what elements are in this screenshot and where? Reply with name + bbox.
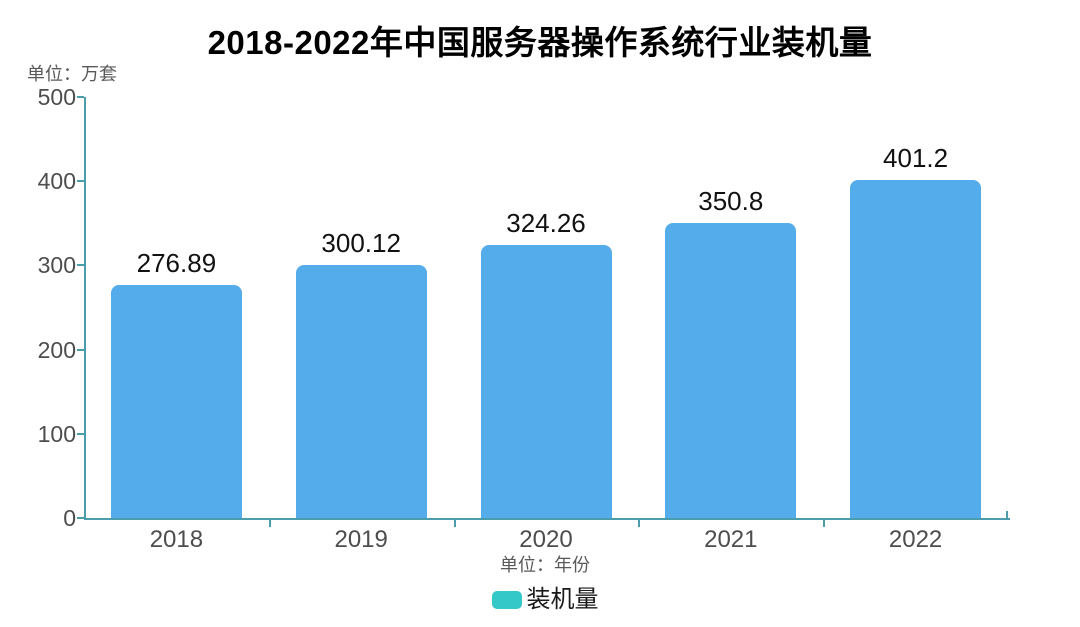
chart-title: 2018-2022年中国服务器操作系统行业装机量 <box>207 24 873 61</box>
x-axis-tick <box>268 520 271 527</box>
x-axis-line <box>84 518 1010 520</box>
y-axis-tick-label: 300 <box>37 252 76 279</box>
legend-label: 装机量 <box>526 586 599 613</box>
x-axis-category-label: 2021 <box>704 526 758 553</box>
y-axis-tick-label: 100 <box>37 420 76 447</box>
x-axis-tick <box>638 520 641 527</box>
x-axis-category-label: 2022 <box>888 526 943 553</box>
bar-2018[interactable] <box>110 284 242 518</box>
bar-value-label: 300.12 <box>321 228 401 259</box>
x-axis-category-label: 2020 <box>519 526 573 553</box>
bar-2021[interactable] <box>665 222 797 518</box>
y-axis-tick <box>77 348 84 351</box>
x-axis-tick <box>453 520 456 527</box>
x-axis-unit-label: 单位：年份 <box>500 555 590 575</box>
y-axis-tick-label: 400 <box>37 168 76 195</box>
x-axis-tick <box>823 520 826 527</box>
x-axis-category-label: 2019 <box>334 526 388 553</box>
y-axis-tick-label: 0 <box>63 505 76 531</box>
y-axis-unit-label: 单位：万套 <box>27 64 117 84</box>
bar-value-label: 401.2 <box>883 143 949 174</box>
bar-2022[interactable] <box>850 180 982 518</box>
y-axis-tick <box>77 432 84 435</box>
y-axis-tick-label: 200 <box>37 336 76 363</box>
bar-value-label: 350.8 <box>698 185 764 216</box>
x-axis-category-label: 2018 <box>149 526 204 553</box>
y-axis-line <box>84 97 86 520</box>
y-axis-tick <box>77 96 84 98</box>
bar-value-label: 276.89 <box>136 247 217 278</box>
y-axis-tick-label: 500 <box>37 84 76 110</box>
legend[interactable]: 装机量 <box>0 588 1080 612</box>
legend-marker-icon <box>491 591 522 609</box>
bar-value-label: 324.26 <box>506 207 586 238</box>
bar-2020[interactable] <box>480 244 612 518</box>
y-axis-tick <box>77 264 84 267</box>
y-axis-tick <box>77 517 84 519</box>
y-axis-tick <box>77 180 84 183</box>
bar-2019[interactable] <box>295 265 427 518</box>
x-axis-tick <box>1006 511 1008 518</box>
